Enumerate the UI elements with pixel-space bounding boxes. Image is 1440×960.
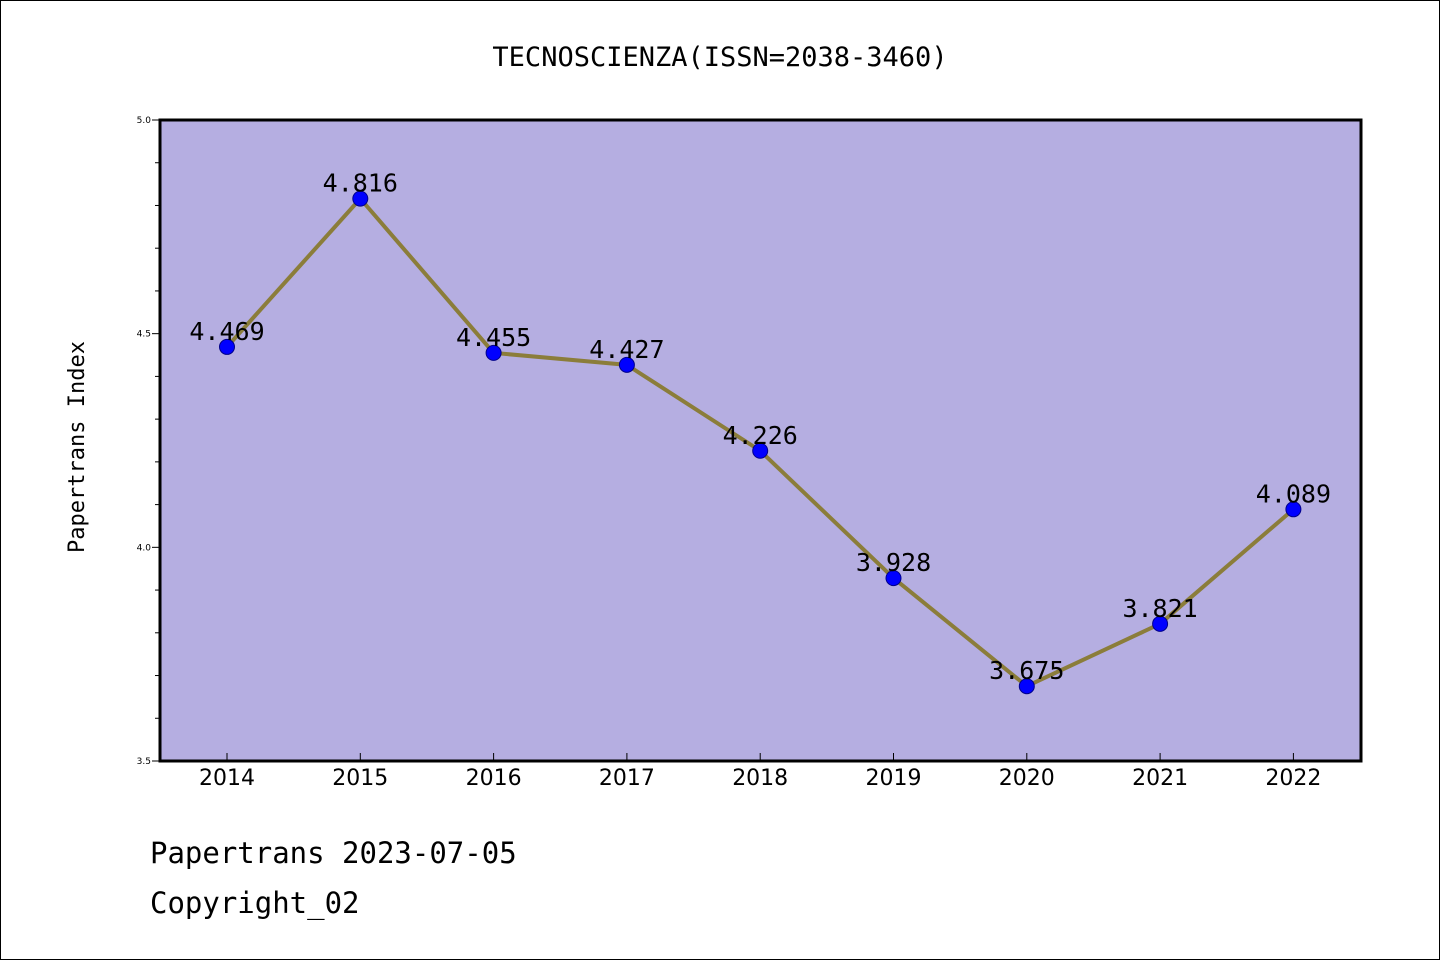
data-point	[1285, 501, 1302, 518]
x-tick-label: 2019	[866, 766, 922, 791]
x-tick-label: 2022	[1265, 766, 1321, 791]
x-tick-label: 2021	[1132, 766, 1188, 791]
data-label: 4.427	[589, 335, 664, 364]
x-tick-label: 2015	[332, 766, 388, 791]
data-point	[618, 356, 635, 373]
x-tick-label: 2016	[466, 766, 522, 791]
data-point	[1018, 678, 1035, 695]
footer-copyright: Copyright_02	[150, 886, 360, 920]
data-point	[352, 190, 369, 207]
x-tick-label: 2014	[199, 766, 255, 791]
marker-group	[219, 190, 1302, 695]
data-point	[752, 442, 769, 459]
data-point	[219, 338, 235, 355]
data-label: 4.469	[189, 317, 264, 346]
x-tick-label: 2017	[599, 766, 655, 791]
y-axis-label: Papertrans Index	[65, 341, 90, 553]
data-label: 4.089	[1256, 479, 1331, 508]
chart-title: TECNOSCIENZA(ISSN=2038-3460)	[492, 42, 947, 73]
data-label: 4.816	[323, 169, 398, 198]
plot-area	[158, 118, 1363, 763]
data-point	[1152, 615, 1169, 632]
data-label: 3.675	[989, 656, 1064, 685]
x-tick-label: 2020	[999, 766, 1055, 791]
data-label: 4.455	[456, 323, 531, 352]
footer-date: Papertrans 2023-07-05	[150, 836, 517, 870]
data-label: 3.821	[1122, 594, 1197, 623]
data-point	[885, 570, 902, 587]
y-tick-label: 4.5	[137, 330, 151, 340]
data-label-group: 4.469 4.816 4.455 4.427 4.226 3.928 3.675 3.821…	[189, 169, 1331, 686]
data-label: 4.226	[723, 421, 798, 450]
y-tick-label: 5.0	[137, 116, 152, 126]
data-label: 3.928	[856, 548, 931, 577]
y-axis: 3.5 4.0 4.5 5.0	[137, 116, 160, 767]
y-tick-label: 4.0	[137, 543, 152, 553]
y-tick-label: 3.5	[137, 757, 151, 767]
x-axis: 2014 2015 2016 2017 2018 2019 2020 2021 2022	[199, 753, 1321, 791]
data-point	[485, 344, 502, 361]
x-tick-label: 2018	[732, 766, 788, 791]
